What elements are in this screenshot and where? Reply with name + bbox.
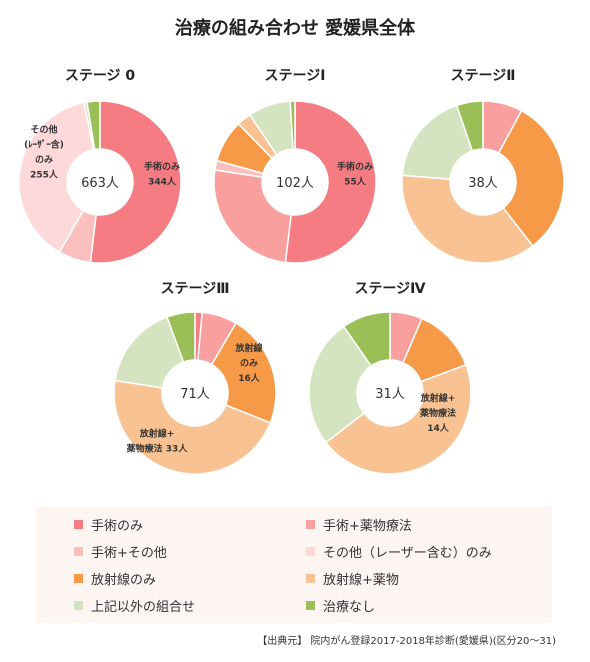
slice-label: 放射線+ xyxy=(420,392,456,404)
slice-label: 放射線 xyxy=(234,342,262,354)
slice-label: 薬物療法 xyxy=(420,407,456,419)
chart-title: ステージⅣ xyxy=(354,281,426,297)
legend: 手術のみ 手術+薬物療法手術+その他 その他（レーザー含む）のみ放射線のみ 放射線+薬… xyxy=(36,507,552,623)
legend-item: 放射線のみ xyxy=(74,569,156,588)
slice-none xyxy=(165,311,196,364)
slice-surgery-drug xyxy=(213,169,292,264)
slice-label: 344人 xyxy=(148,176,177,188)
donut-chart: ステージⅣ 31人 放射線+ 薬物療法 14人 xyxy=(308,281,472,475)
source-note: 【出典元】 院内がん登録2017-2018年診断(愛媛県)(区分20～31) xyxy=(257,636,556,647)
legend-swatch xyxy=(74,520,83,529)
center-total: 71人 xyxy=(180,387,210,402)
center-total: 663人 xyxy=(81,176,119,191)
slice-label: 薬物療法 33人 xyxy=(127,443,189,455)
slice-label: 手術のみ xyxy=(144,161,180,173)
slice-label: 手術のみ xyxy=(337,161,373,173)
slice-none xyxy=(86,100,101,151)
slice-radiation xyxy=(497,109,565,247)
legend-label: 治療なし xyxy=(323,600,376,615)
legend-label: 放射線+薬物 xyxy=(323,573,399,588)
slice-label: 16人 xyxy=(238,372,261,384)
slice-label: のみ xyxy=(35,155,53,166)
legend-label: 放射線のみ xyxy=(91,573,157,588)
legend-swatch xyxy=(74,547,83,556)
slice-label: その他 xyxy=(30,124,57,136)
slice-radiation-drug xyxy=(324,363,472,475)
slice-label: 14人 xyxy=(427,422,450,434)
slice-surgery xyxy=(89,100,182,264)
chart-title: ステージⅢ xyxy=(161,281,230,297)
legend-label: 上記以外の組合せ xyxy=(91,600,196,615)
slice-label: のみ xyxy=(240,358,258,369)
slice-other-laser xyxy=(18,101,95,254)
legend-swatch xyxy=(306,574,315,583)
center-total: 38人 xyxy=(468,176,498,191)
legend-item: 上記以外の組合せ xyxy=(74,596,195,615)
legend-item: 手術のみ xyxy=(74,515,143,534)
chart-title: ステージⅠ xyxy=(265,68,326,84)
slice-radiation xyxy=(210,322,277,424)
legend-swatch xyxy=(306,520,315,529)
donut-chart: ステージ 0 663人 手術のみ 344人 その他 (ﾚｰｻﾞｰ含) のみ 255人 xyxy=(18,68,182,264)
legend-swatch xyxy=(306,547,315,556)
slice-other-combo xyxy=(401,104,474,181)
slice-none xyxy=(289,100,296,150)
slice-label: 255人 xyxy=(30,169,59,181)
legend-label: 手術のみ xyxy=(91,519,144,534)
slice-radiation-drug xyxy=(113,379,272,475)
legend-label: その他（レーザー含む）のみ xyxy=(323,546,492,561)
chart-title: ステージ 0 xyxy=(65,68,136,84)
legend-item: 治療なし xyxy=(306,596,375,615)
slice-other-combo xyxy=(308,325,373,444)
slice-none xyxy=(342,311,391,367)
slice-label: (ﾚｰｻﾞｰ含) xyxy=(24,139,64,151)
donut-chart: ステージⅡ 38人 xyxy=(401,68,565,264)
donut-charts: ステージ 0 663人 手術のみ 344人 その他 (ﾚｰｻﾞｰ含) のみ 255人 ステージⅠ… xyxy=(18,68,565,475)
legend-swatch xyxy=(74,574,83,583)
legend-item: 手術+薬物療法 xyxy=(306,515,412,534)
legend-label: 手術+その他 xyxy=(91,546,167,561)
center-total: 31人 xyxy=(375,387,405,402)
slice-label: 放射線+ xyxy=(139,428,175,440)
legend-item: 手術+その他 xyxy=(74,542,167,561)
slice-none xyxy=(455,100,484,152)
legend-label: 手術+薬物療法 xyxy=(323,519,412,534)
legend-swatch xyxy=(74,601,83,610)
slice-surgery xyxy=(284,100,377,264)
slice-label: 55人 xyxy=(344,176,367,188)
legend-swatch xyxy=(306,601,315,610)
chart-title: ステージⅡ xyxy=(451,68,516,84)
donut-chart: ステージⅠ 102人 手術のみ 55人 xyxy=(213,68,377,264)
legend-item: 放射線+薬物 xyxy=(306,569,399,588)
legend-item: その他（レーザー含む）のみ xyxy=(306,542,492,561)
center-total: 102人 xyxy=(276,176,314,191)
page-title: 治療の組み合わせ 愛媛県全体 xyxy=(174,18,416,39)
slice-radiation-drug xyxy=(401,174,534,264)
